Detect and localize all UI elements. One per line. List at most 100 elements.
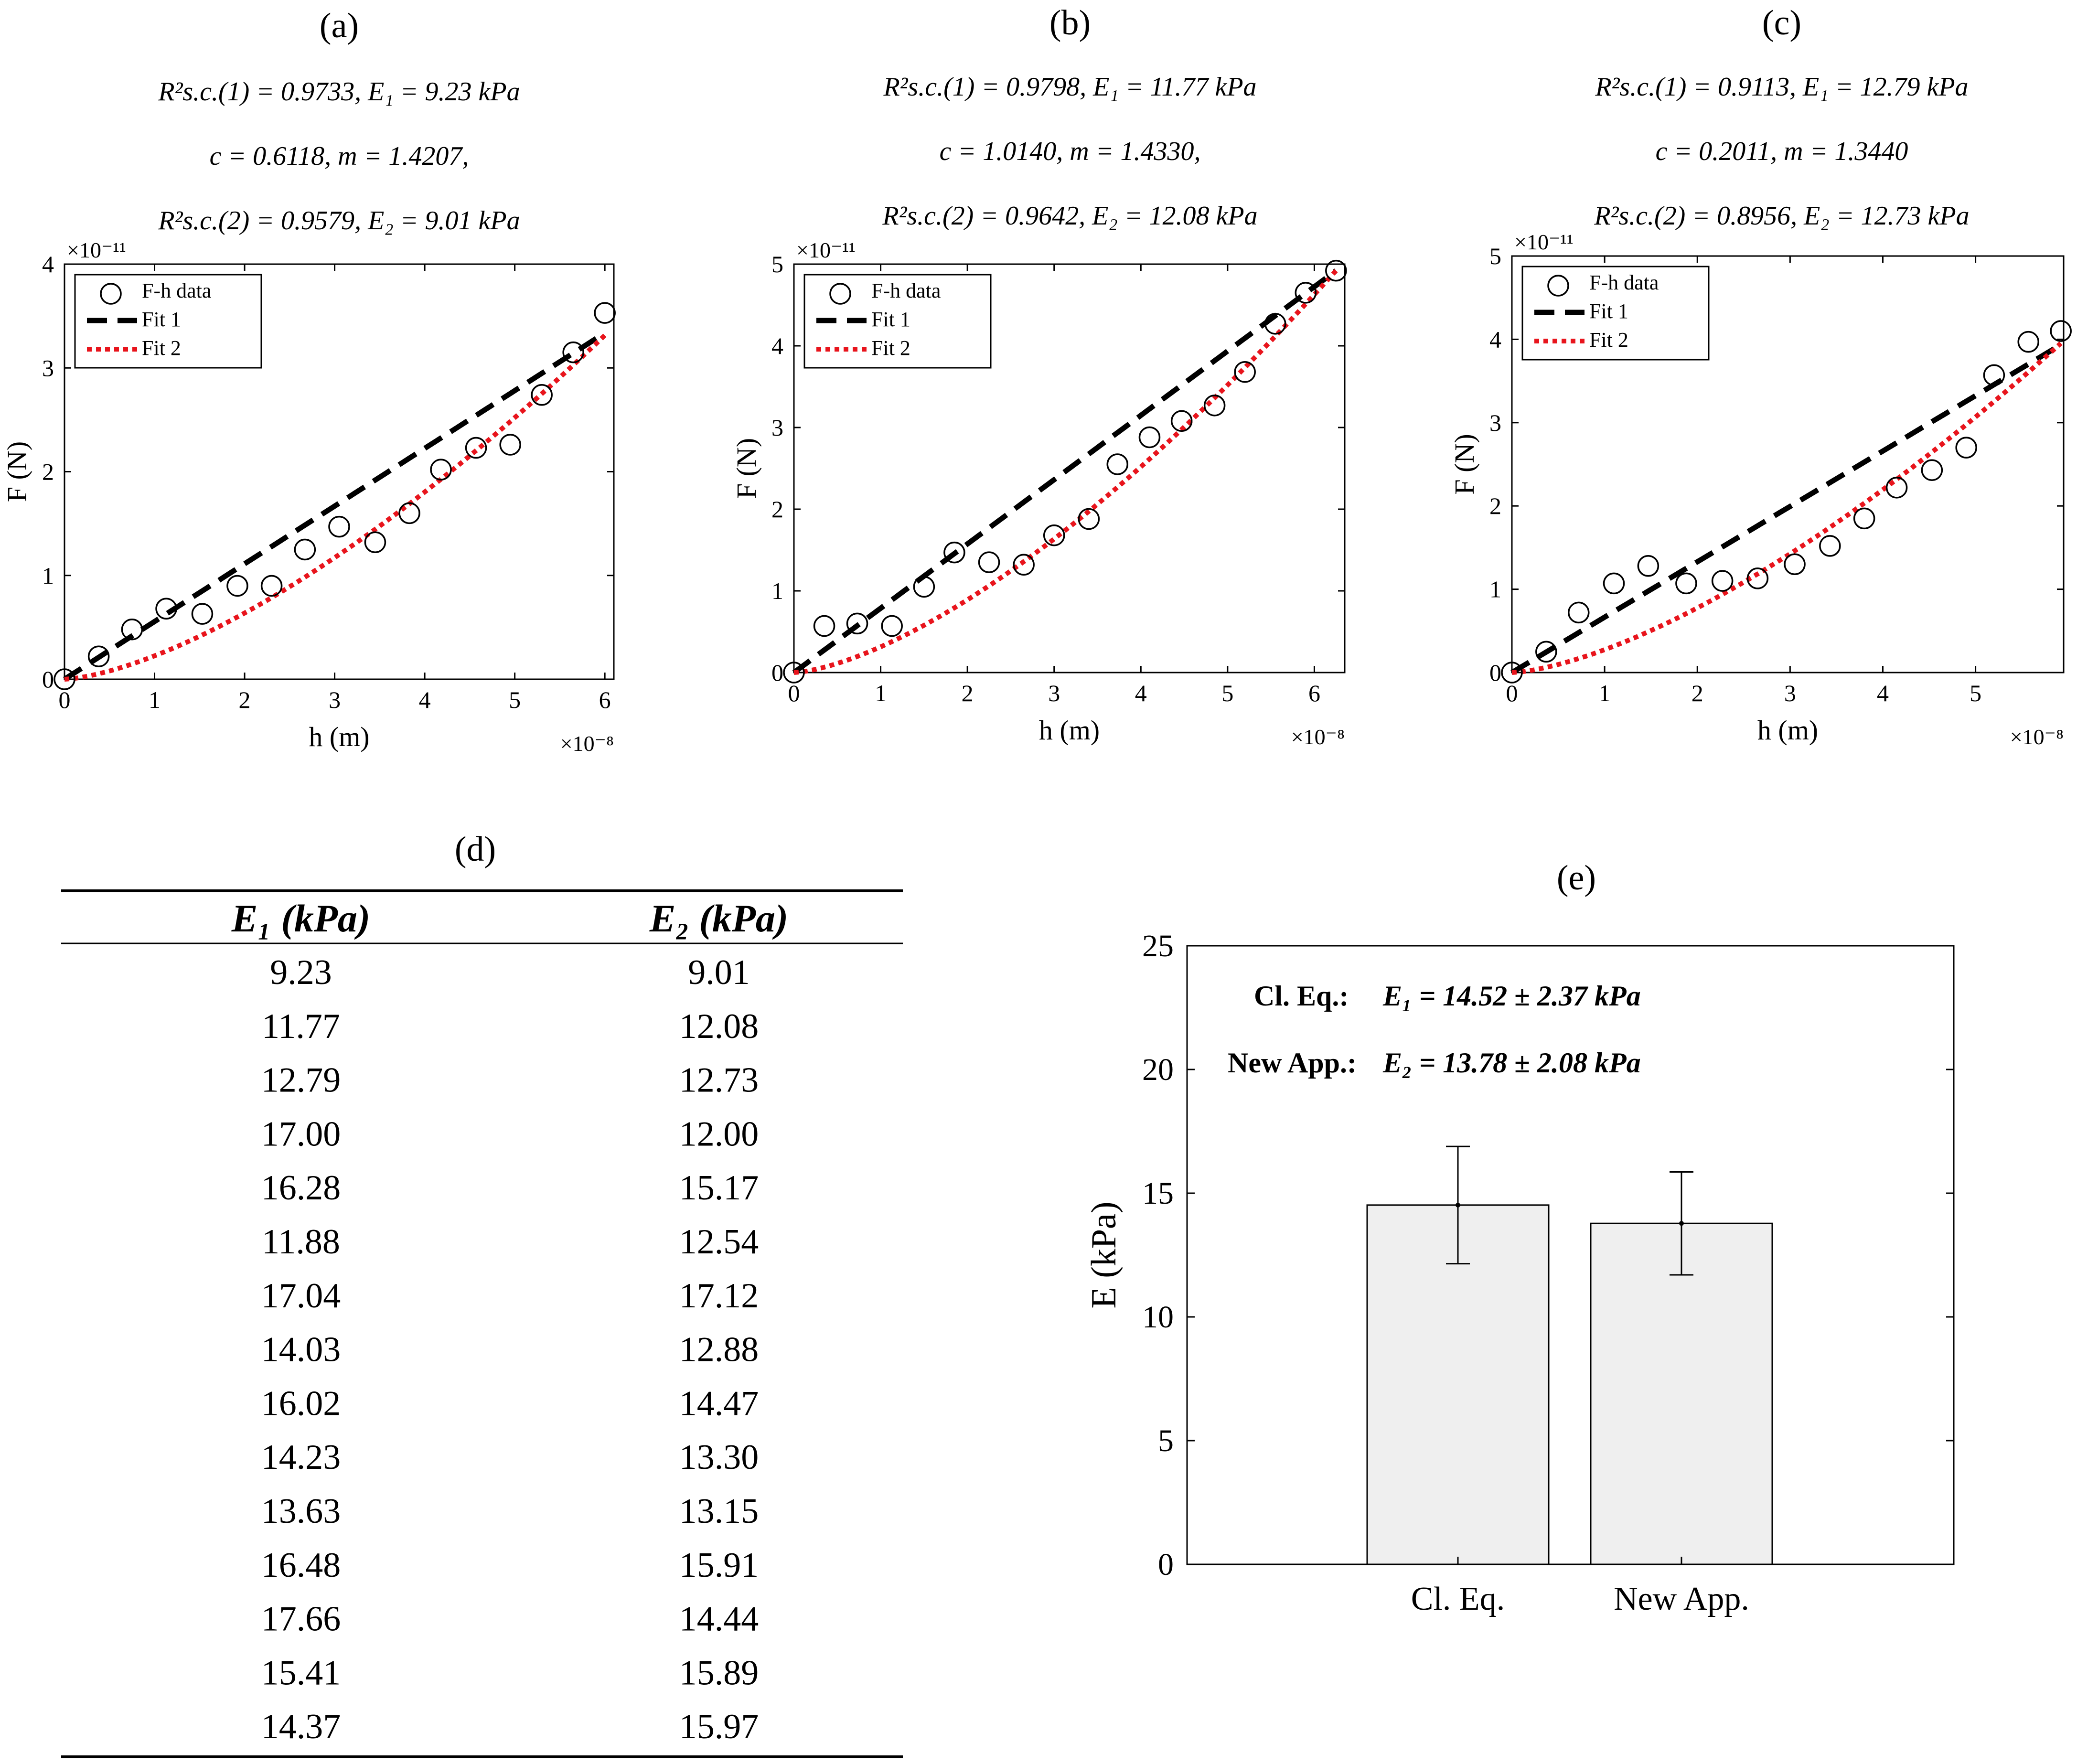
x-tick-label: 3: [1048, 680, 1060, 706]
data-point: [1170, 410, 1193, 432]
y-tick-label: 3: [1489, 409, 1501, 436]
table-cell: 14.47: [679, 1384, 759, 1423]
data-point: [364, 531, 386, 553]
y-tick-label: 2: [771, 496, 783, 523]
data-point: [1955, 437, 1977, 459]
plot-area-b: [793, 263, 1346, 674]
plot-area-e: [1186, 945, 1955, 1565]
y-tick-label: 20: [1142, 1052, 1174, 1087]
x-tick-label: 0: [1506, 680, 1518, 706]
data-point: [1234, 361, 1256, 383]
table-cell: 14.37: [261, 1707, 341, 1746]
y-tick-label: 0: [1158, 1547, 1174, 1582]
data-point: [1819, 535, 1841, 557]
legend-entry: Fit 2: [142, 336, 181, 360]
y-exponent: ×10⁻¹¹: [67, 238, 126, 262]
data-point: [594, 302, 616, 324]
x-exponent: ×10⁻⁸: [2010, 725, 2064, 749]
table-cell: 15.91: [679, 1546, 759, 1585]
data-point: [1784, 553, 1806, 576]
panel-a: (a) R²s.c.(1) = 0.9733, E₁ = 9.23 kPa c = …: [1, 6, 616, 756]
x-tick-label: New App.: [1614, 1581, 1749, 1617]
y-tick-label: 5: [1158, 1423, 1174, 1458]
annotation-a-0: R²s.c.(1) = 0.9733, E₁ = 9.23 kPa: [158, 77, 520, 107]
data-point: [1264, 313, 1286, 335]
fit2-line-a: [64, 333, 607, 682]
data-point: [2017, 331, 2039, 353]
x-tick-label: 1: [1599, 680, 1611, 706]
y-axis-label: F (N): [1, 441, 32, 502]
x-tick-label: 6: [599, 686, 611, 713]
x-tick-label: 3: [1784, 680, 1796, 706]
data-point: [1501, 662, 1523, 684]
table-cell: 9.01: [688, 953, 750, 992]
y-axis-label: F (N): [731, 438, 762, 499]
data-point: [1885, 477, 1908, 499]
y-tick-label: 3: [42, 354, 54, 381]
annotation-equation-0: E₁ = 14.52 ± 2.37 kPa: [1382, 980, 1641, 1012]
data-point: [783, 662, 805, 684]
y-axis-label: E (kPa): [1084, 1202, 1124, 1309]
data-point: [1921, 459, 1943, 481]
data-point: [978, 551, 1000, 573]
y-tick-label: 5: [771, 251, 783, 278]
legend-entry: Fit 1: [142, 308, 181, 331]
data-point: [1203, 395, 1226, 417]
data-point: [328, 515, 350, 538]
legend-a: F-h data Fit 1 Fit 2: [74, 274, 262, 369]
data-point: [1043, 524, 1065, 546]
fit1-line-c: [1510, 342, 2063, 675]
data-point: [465, 437, 487, 459]
y-tick-label: 4: [42, 251, 54, 278]
y-tick-label: 3: [771, 414, 783, 441]
data-point: [531, 384, 553, 406]
table-cell: 15.89: [679, 1653, 759, 1692]
table-cell: 14.03: [261, 1330, 341, 1369]
table-cell: 9.23: [270, 953, 332, 992]
table-cell: 12.00: [679, 1114, 759, 1154]
x-tick-label: 6: [1308, 680, 1320, 706]
panel-b: (b) R²s.c.(1) = 0.9798, E₁ = 11.77 kPa c =…: [731, 3, 1347, 749]
annotation-b-0: R²s.c.(1) = 0.9798, E₁ = 11.77 kPa: [883, 72, 1256, 102]
data-point: [943, 541, 965, 564]
x-tick-label: 1: [149, 686, 161, 713]
x-tick-label: 4: [1135, 680, 1147, 706]
table-cell: 12.73: [679, 1061, 759, 1100]
data-point: [294, 538, 316, 561]
table-cell: 12.88: [679, 1330, 759, 1369]
data-point: [1325, 259, 1347, 282]
panel-label-a: (a): [320, 6, 359, 45]
y-tick-label: 4: [1489, 326, 1501, 353]
data-point: [1746, 567, 1769, 589]
table-cell: 17.66: [261, 1600, 341, 1639]
data-point: [1535, 641, 1557, 663]
legend-entry: F-h data: [871, 279, 941, 302]
data-point: [1078, 508, 1100, 530]
annotation-equation-1: E₂ = 13.78 ± 2.08 kPa: [1382, 1047, 1641, 1079]
data-point: [881, 615, 903, 637]
table-cell: 11.77: [262, 1007, 340, 1046]
table-header-1: E₁ (kPa): [231, 897, 370, 940]
y-tick-label: 0: [1489, 659, 1501, 686]
data-point: [1106, 453, 1129, 475]
y-tick-label: 2: [1489, 492, 1501, 519]
fit1-line-b: [792, 268, 1338, 675]
data-point: [1711, 570, 1734, 592]
data-point: [499, 434, 521, 456]
x-axis-label: h (m): [309, 721, 369, 752]
legend-entry: F-h data: [142, 279, 211, 302]
y-tick-label: 0: [42, 666, 54, 693]
x-tick-label: 5: [1970, 680, 1981, 706]
x-exponent: ×10⁻⁸: [560, 731, 614, 756]
table-cell: 15.97: [679, 1707, 759, 1746]
table-cell: 14.44: [679, 1600, 759, 1639]
x-tick-label: 4: [1877, 680, 1889, 706]
annotation-b-2: R²s.c.(2) = 0.9642, E₂ = 12.08 kPa: [882, 201, 1257, 231]
data-point: [260, 575, 283, 597]
y-tick-label: 4: [771, 332, 783, 359]
fit2-line-b: [793, 269, 1338, 675]
legend-entry: Fit 1: [1589, 299, 1628, 323]
data-point: [1013, 554, 1035, 576]
legend-entry: F-h data: [1589, 271, 1659, 294]
